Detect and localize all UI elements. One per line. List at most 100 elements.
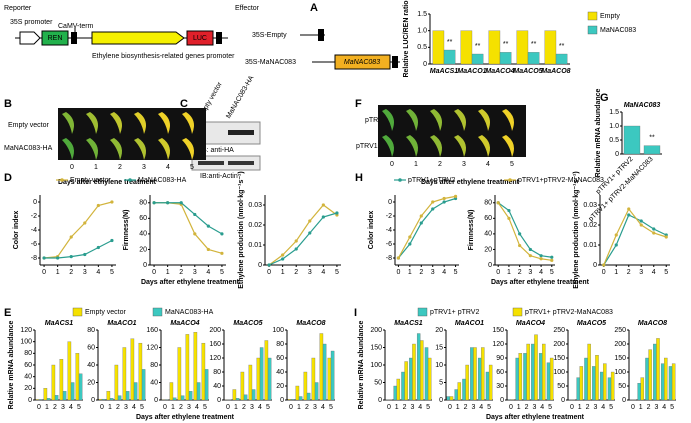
bar: [515, 357, 519, 401]
x-tick-label: 3: [528, 269, 532, 276]
x-tick-label: 3: [83, 269, 87, 276]
bar: [470, 347, 474, 401]
y-tick-label: 40: [24, 374, 32, 381]
bar: [599, 371, 604, 401]
y-tick-label: 0: [143, 262, 147, 269]
y-tick-label: 160: [146, 327, 158, 334]
chart-title: MaACO8: [296, 320, 325, 327]
legend-swatch: [128, 178, 132, 182]
y-tick-label: 250: [614, 327, 626, 334]
bar: [59, 359, 64, 401]
y-tick-label: 80: [213, 369, 221, 376]
legend-swatch: [152, 307, 163, 317]
panel-label: E: [4, 307, 11, 319]
bar: [240, 371, 245, 401]
x-tick-label: 3: [308, 269, 312, 276]
bar: [303, 371, 308, 401]
bar: [180, 395, 185, 401]
bar: [526, 343, 530, 401]
bar: [473, 347, 477, 401]
y-tick-label: 1.5: [417, 11, 427, 18]
x-tick-label: 1: [45, 404, 49, 411]
x-tick-label: MaACS1: [430, 68, 459, 75]
banana: [182, 112, 194, 134]
line: [154, 202, 223, 235]
line: [603, 207, 667, 266]
bar: [643, 145, 661, 155]
y-axis-label: Firmness(N): [123, 210, 130, 251]
y-tick-label: 5: [439, 379, 443, 386]
x-tick-label: 1: [517, 404, 521, 411]
line: [397, 197, 456, 259]
x-tick-label: 1: [614, 269, 618, 276]
line: [268, 212, 338, 266]
bar: [122, 347, 127, 401]
bar: [188, 391, 193, 401]
bar: [592, 366, 596, 401]
bar: [542, 343, 546, 401]
bar: [460, 30, 473, 65]
y-tick-label: 40: [276, 369, 284, 376]
bar: [427, 357, 432, 401]
point: [664, 235, 668, 239]
point: [206, 247, 210, 252]
x-tick-label: 0: [448, 404, 452, 411]
bar: [645, 357, 649, 401]
x-tick-label: MaACO4: [485, 68, 514, 75]
point: [96, 245, 100, 250]
y-tick-label: 200: [614, 341, 626, 348]
bar: [75, 353, 80, 401]
banana: [406, 109, 418, 131]
x-tick-label: 5: [110, 269, 114, 276]
y-tick-label: 0: [500, 397, 504, 404]
x-tick-label: 2: [69, 269, 73, 276]
x-tick-label: 1: [234, 404, 238, 411]
point: [220, 251, 224, 255]
x-tick-label: 4: [195, 404, 199, 411]
y-tick-label: 0.5: [417, 44, 427, 51]
x-tick-label: 5: [670, 404, 674, 411]
banana: [478, 135, 490, 157]
legend-label: MaNAC083-HA: [138, 177, 187, 184]
x-tick-label: 2: [464, 404, 468, 411]
legend-label: pTRV1+ pTRV2: [430, 309, 479, 316]
chart-title: MaACO8: [638, 320, 667, 327]
bar: [595, 355, 599, 401]
panel-label: G: [600, 92, 609, 104]
bar: [117, 395, 122, 401]
point: [652, 227, 656, 231]
x-tick-label: 4: [258, 404, 262, 411]
y-tick-label: 60: [24, 362, 32, 369]
bar: [499, 52, 512, 65]
y-tick-label: 80: [24, 350, 32, 357]
bar: [465, 364, 469, 401]
bar: [518, 353, 523, 401]
row-label: Empty vector: [8, 122, 50, 129]
y-axis-label: Firmness(N): [468, 210, 475, 251]
point: [193, 212, 197, 217]
point: [69, 235, 73, 239]
bar: [576, 377, 580, 401]
bar: [424, 347, 429, 401]
bar: [401, 371, 405, 401]
banana: [478, 109, 490, 131]
chart-title: MaACO5: [233, 320, 262, 327]
panel-label: H: [355, 172, 363, 184]
x-tick-label: 3: [532, 404, 536, 411]
bar: [177, 347, 182, 401]
x-tick-label: 5: [609, 404, 613, 411]
x-tick-label: 2: [116, 404, 120, 411]
bar: [544, 30, 557, 65]
point: [396, 256, 401, 260]
x-tick-label: 2: [518, 269, 522, 276]
bar: [306, 392, 311, 401]
x-tick-label: 5: [454, 269, 458, 276]
point: [179, 201, 183, 205]
point: [539, 254, 543, 258]
bar: [232, 389, 237, 401]
label: CaMV-term: [58, 23, 94, 30]
legend-label: pTRV1+ pTRV2-MaNAC083: [525, 309, 613, 316]
label: Ethylene biosynthesis-related genes prom…: [92, 53, 235, 60]
y-axis-label: Relative LUC/REN ratio: [403, 0, 410, 77]
